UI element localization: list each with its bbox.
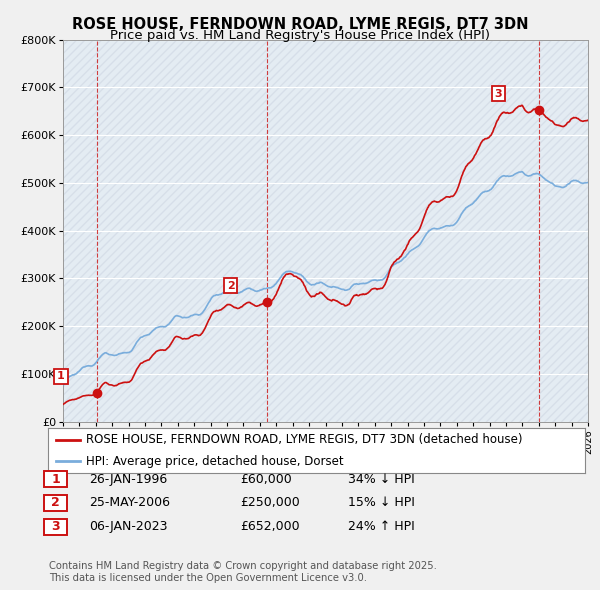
Text: ROSE HOUSE, FERNDOWN ROAD, LYME REGIS, DT7 3DN: ROSE HOUSE, FERNDOWN ROAD, LYME REGIS, D… — [72, 17, 528, 31]
Bar — [63, 135, 588, 183]
Text: 15% ↓ HPI: 15% ↓ HPI — [348, 496, 415, 509]
Text: 1: 1 — [57, 372, 65, 382]
Text: 26-JAN-1996: 26-JAN-1996 — [89, 473, 167, 486]
Text: 3: 3 — [494, 88, 502, 99]
Bar — [63, 40, 588, 87]
Text: 24% ↑ HPI: 24% ↑ HPI — [348, 520, 415, 533]
Text: Price paid vs. HM Land Registry's House Price Index (HPI): Price paid vs. HM Land Registry's House … — [110, 30, 490, 42]
Text: £60,000: £60,000 — [240, 473, 292, 486]
Text: £652,000: £652,000 — [240, 520, 299, 533]
Text: 2: 2 — [52, 496, 60, 509]
Bar — [63, 87, 588, 135]
Text: 2: 2 — [227, 281, 235, 291]
Text: HPI: Average price, detached house, Dorset: HPI: Average price, detached house, Dors… — [86, 455, 343, 468]
Text: 25-MAY-2006: 25-MAY-2006 — [89, 496, 170, 509]
Text: £250,000: £250,000 — [240, 496, 300, 509]
Text: 1: 1 — [52, 473, 60, 486]
Text: Contains HM Land Registry data © Crown copyright and database right 2025.
This d: Contains HM Land Registry data © Crown c… — [49, 561, 437, 583]
Bar — [63, 183, 588, 231]
Text: 34% ↓ HPI: 34% ↓ HPI — [348, 473, 415, 486]
Text: 06-JAN-2023: 06-JAN-2023 — [89, 520, 167, 533]
Text: ROSE HOUSE, FERNDOWN ROAD, LYME REGIS, DT7 3DN (detached house): ROSE HOUSE, FERNDOWN ROAD, LYME REGIS, D… — [86, 433, 522, 446]
Bar — [63, 231, 588, 278]
Bar — [63, 326, 588, 374]
Bar — [63, 374, 588, 422]
Bar — [63, 278, 588, 326]
Text: 3: 3 — [52, 520, 60, 533]
